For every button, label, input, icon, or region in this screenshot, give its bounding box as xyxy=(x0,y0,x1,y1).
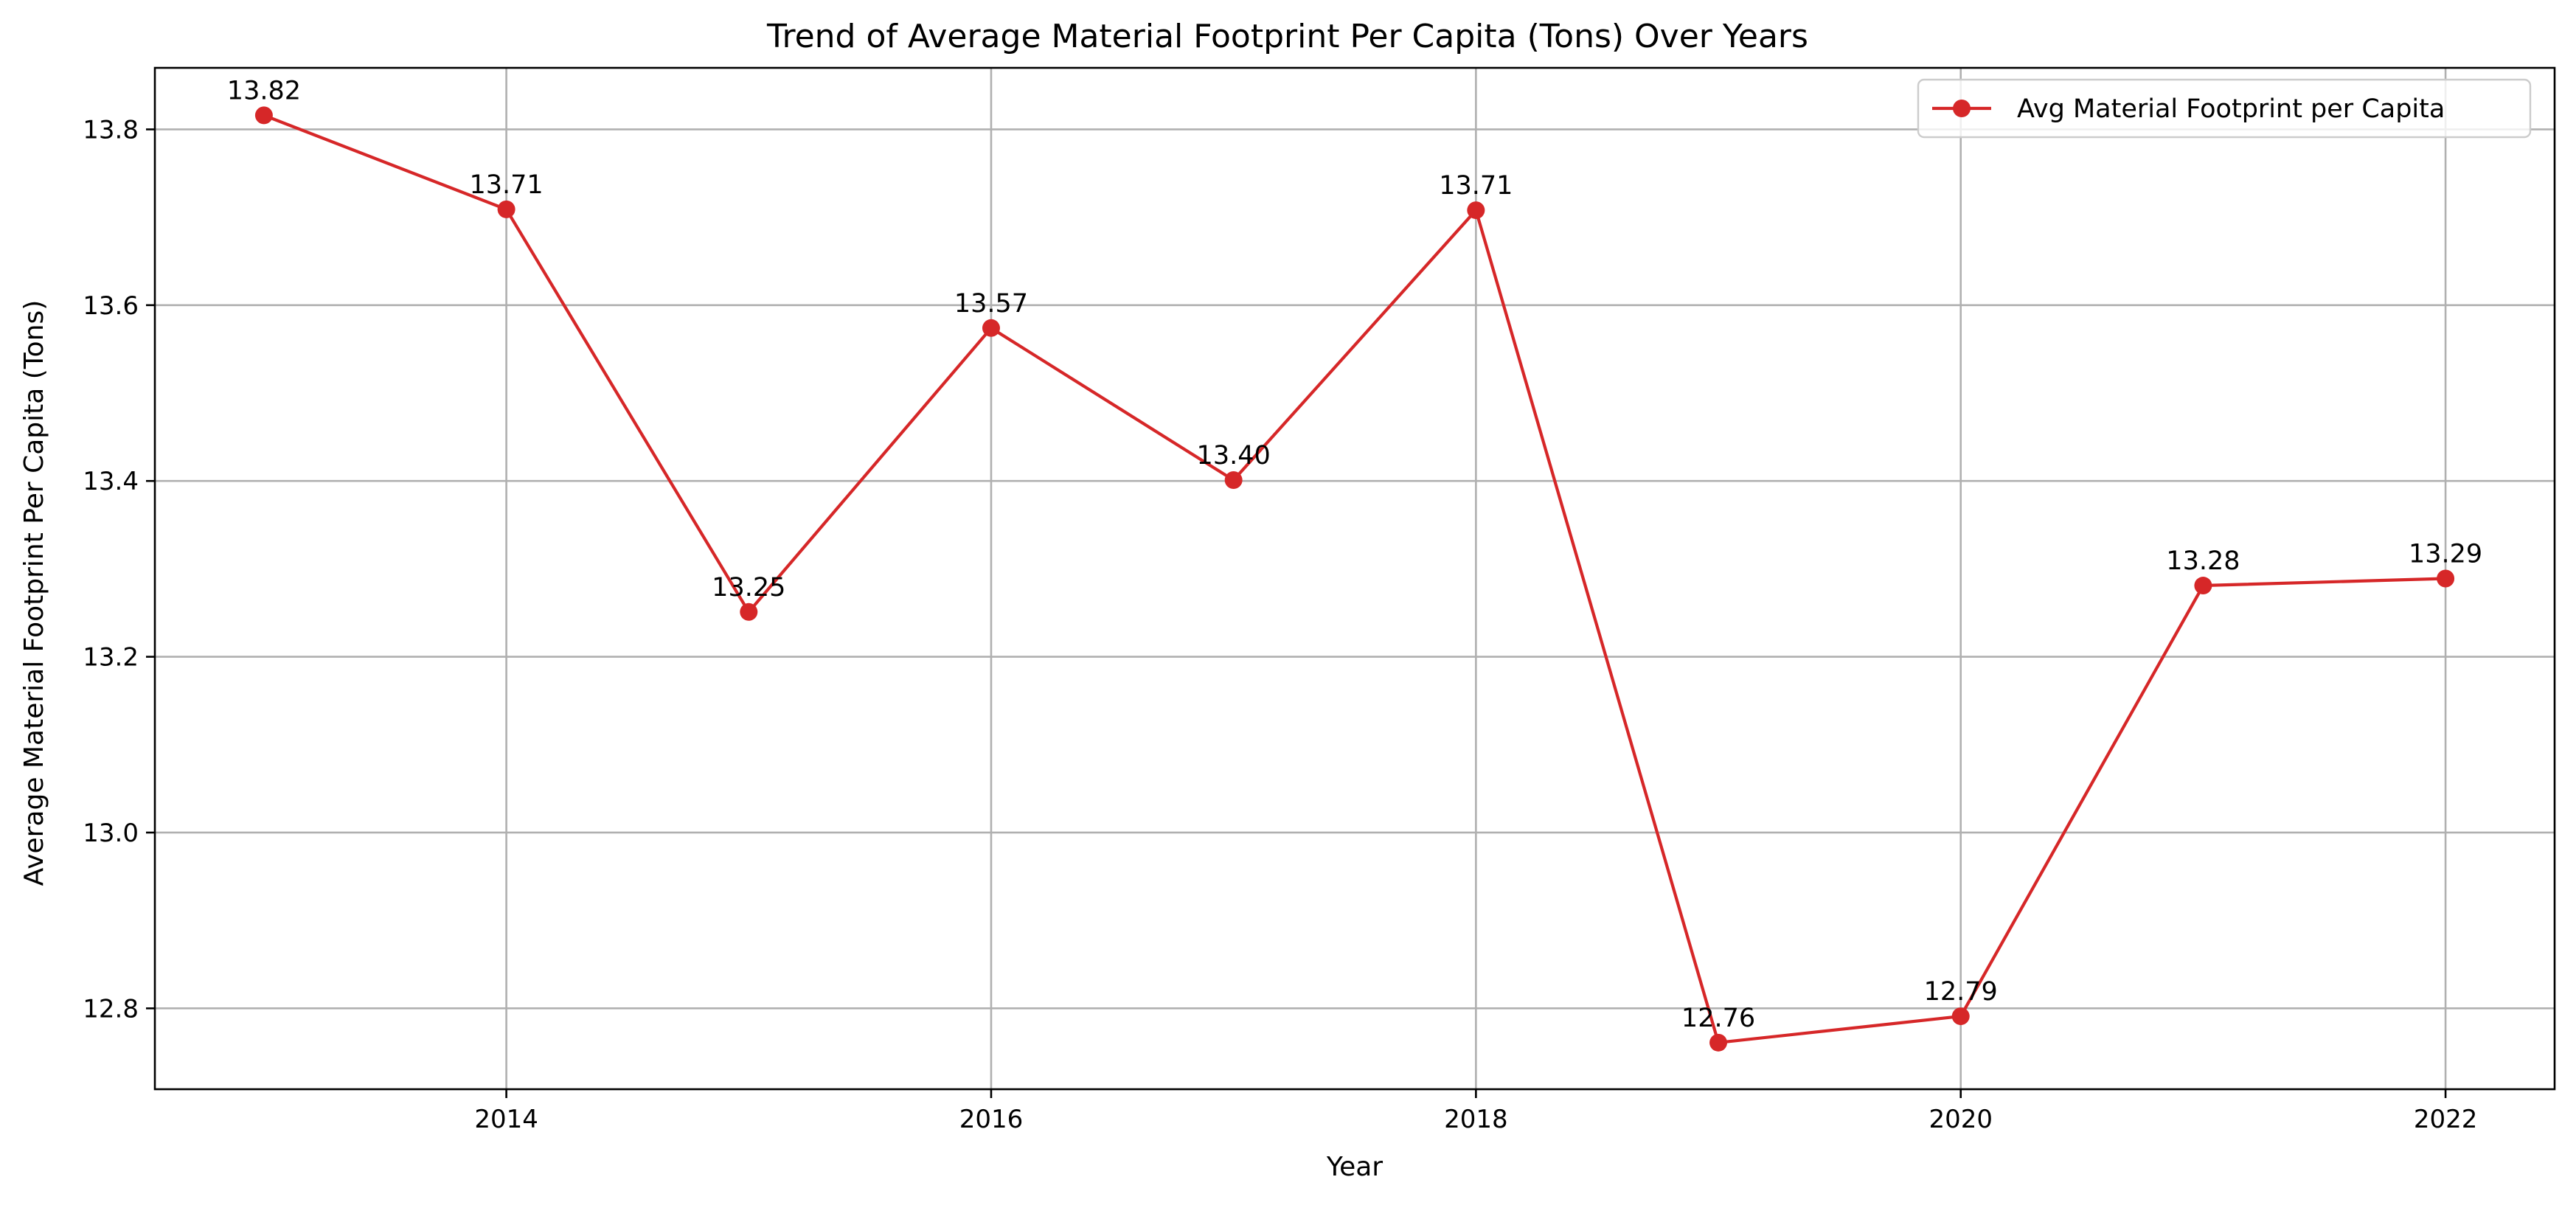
data-point xyxy=(2437,569,2455,588)
data-label: 13.71 xyxy=(1439,171,1513,201)
data-label: 13.57 xyxy=(954,289,1028,319)
x-tick-label: 2016 xyxy=(959,1105,1024,1134)
legend: Avg Material Footprint per Capita xyxy=(1917,78,2532,139)
chart-title: Trend of Average Material Footprint Per … xyxy=(766,18,1808,55)
data-point xyxy=(497,200,515,218)
data-point xyxy=(1709,1033,1728,1052)
y-tick-label: 13.6 xyxy=(83,291,139,321)
data-labels: 13.82 13.71 13.25 13.57 13.40 13.71 12.76 12.79… xyxy=(227,76,2482,1032)
y-tick-label: 13.4 xyxy=(83,467,139,496)
series-line xyxy=(263,114,2446,1044)
x-tick-label: 2014 xyxy=(474,1105,538,1134)
legend-marker-swatch xyxy=(1953,100,1971,117)
data-label: 12.79 xyxy=(1924,977,1998,1007)
axis-ticks: 2014 2016 2018 2020 2022 12.8 13.0 13.2 13.4 13.6… xyxy=(83,115,2477,1134)
data-point xyxy=(254,106,273,125)
x-tick-label: 2020 xyxy=(1928,1105,1993,1134)
y-tick-label: 13.0 xyxy=(83,819,139,848)
data-label: 12.76 xyxy=(1681,1004,1755,1033)
x-tick-label: 2022 xyxy=(2414,1105,2478,1134)
data-label: 13.71 xyxy=(469,170,543,200)
data-label: 13.82 xyxy=(227,76,301,105)
data-point xyxy=(1951,1007,1970,1026)
data-label: 13.29 xyxy=(2409,540,2482,569)
data-point xyxy=(1224,471,1243,490)
data-label: 13.28 xyxy=(2166,546,2240,576)
legend-entry-label: Avg Material Footprint per Capita xyxy=(2017,94,2445,124)
data-point xyxy=(740,602,758,621)
series-layer xyxy=(254,106,2455,1052)
data-point xyxy=(2194,577,2212,595)
data-label: 13.25 xyxy=(712,573,785,602)
data-point xyxy=(982,319,1000,337)
plot-frame xyxy=(153,66,2556,1091)
data-label: 13.40 xyxy=(1197,441,1271,470)
data-point xyxy=(1467,201,1485,220)
x-tick-label: 2018 xyxy=(1444,1105,1508,1134)
y-tick-label: 13.2 xyxy=(83,643,139,673)
x-axis-label: Year xyxy=(1326,1152,1383,1182)
y-tick-label: 13.8 xyxy=(83,115,139,145)
y-axis-label: Average Material Footprint Per Capita (T… xyxy=(19,300,49,886)
y-tick-label: 12.8 xyxy=(83,994,139,1024)
legend-box xyxy=(1917,78,2532,139)
